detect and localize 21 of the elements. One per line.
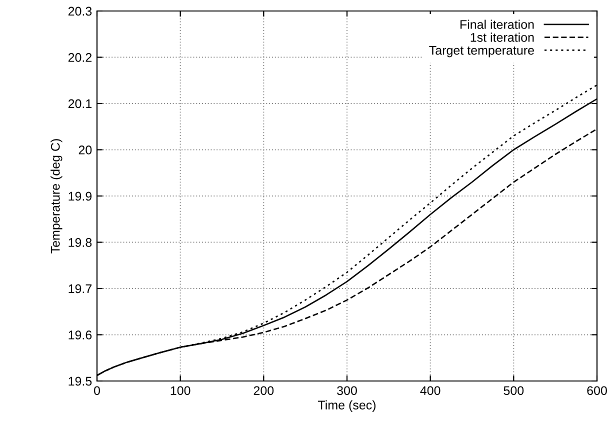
y-tick-label: 20.2 [68, 53, 92, 62]
y-tick-label: 19.6 [68, 330, 92, 340]
y-tick-label: 19.8 [68, 238, 92, 247]
y-tick-label: 20.1 [68, 99, 92, 108]
x-tick-label: 100 [170, 386, 190, 396]
y-tick-label: 19.7 [68, 284, 92, 294]
x-tick-label: 200 [254, 386, 274, 396]
x-tick-label: 400 [420, 386, 440, 396]
x-tick-label: 300 [337, 386, 357, 396]
x-tick-label: 0 [94, 386, 100, 396]
x-tick-label: 600 [587, 386, 607, 396]
x-axis-title: Time (sec) [318, 400, 376, 412]
x-tick-label: 500 [504, 386, 524, 396]
legend-label: 1st iteration [470, 32, 534, 42]
y-tick-label: 20 [78, 146, 92, 154]
y-tick-label: 20.3 [68, 6, 92, 16]
y-tick-label: 19.9 [68, 192, 92, 201]
y-tick-label: 19.5 [68, 376, 92, 386]
y-axis-title: Temperature (deg C) [50, 139, 62, 254]
legend-label: Final iteration [460, 20, 534, 29]
legend-label: Target temperature [429, 46, 534, 58]
